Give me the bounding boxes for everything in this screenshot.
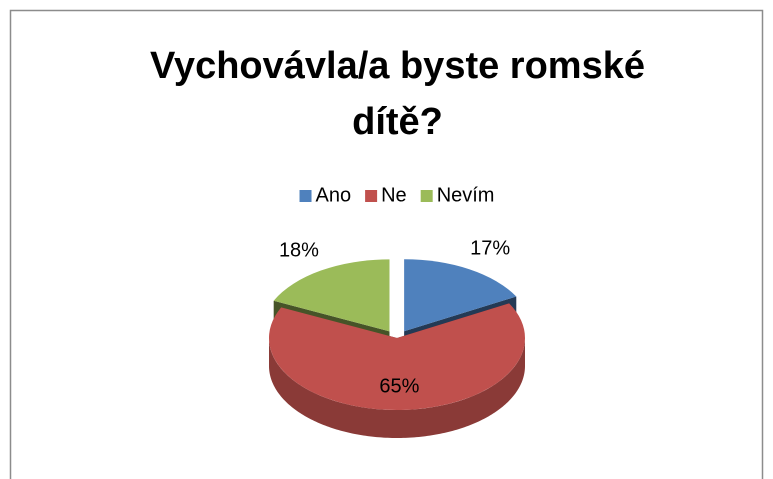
data-label: 18% bbox=[279, 239, 319, 261]
legend-swatch bbox=[299, 190, 312, 202]
pie-slice bbox=[404, 259, 517, 332]
pie-slice bbox=[273, 259, 390, 332]
legend-swatch bbox=[420, 190, 433, 202]
chart-frame bbox=[9, 9, 764, 479]
legend-label: Ne bbox=[381, 184, 407, 206]
data-label: 65% bbox=[379, 375, 419, 397]
pie-slice bbox=[269, 303, 525, 410]
data-label: 17% bbox=[470, 238, 510, 260]
slice-wall bbox=[269, 338, 525, 438]
legend-label: Nevím bbox=[437, 184, 495, 206]
legend-label: Ano bbox=[316, 184, 352, 206]
chart-title: Vychovávla/a byste romské dítě? bbox=[150, 45, 645, 143]
legend-swatch bbox=[365, 190, 378, 202]
